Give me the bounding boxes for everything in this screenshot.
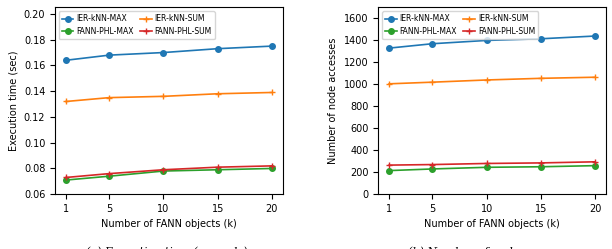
FANN-PHL-MAX (386, 169, 393, 172)
FANN-PHL-SUM (160, 168, 167, 171)
FANN-PHL-MAX (62, 179, 70, 182)
IER-kNN-SUM (591, 76, 599, 79)
IER-kNN-MAX (106, 54, 113, 57)
FANN-PHL-MAX (537, 165, 545, 168)
IER-kNN-MAX (591, 35, 599, 38)
FANN-PHL-MAX (591, 164, 599, 167)
Line: FANN-PHL-SUM: FANN-PHL-SUM (386, 159, 598, 168)
Line: IER-kNN-SUM: IER-kNN-SUM (63, 90, 275, 104)
FANN-PHL-SUM (483, 162, 490, 165)
FANN-PHL-SUM (106, 172, 113, 175)
FANN-PHL-SUM (62, 176, 70, 179)
FANN-PHL-SUM (214, 166, 222, 169)
FANN-PHL-MAX (429, 168, 436, 171)
IER-kNN-MAX (429, 42, 436, 45)
FANN-PHL-SUM (537, 161, 545, 164)
Line: IER-kNN-MAX: IER-kNN-MAX (386, 33, 598, 51)
IER-kNN-MAX (268, 45, 275, 48)
IER-kNN-SUM (268, 91, 275, 94)
IER-kNN-SUM (483, 78, 490, 81)
IER-kNN-SUM (106, 96, 113, 99)
Y-axis label: Execution time (sec): Execution time (sec) (9, 51, 18, 151)
FANN-PHL-SUM (386, 164, 393, 167)
IER-kNN-MAX (214, 47, 222, 50)
X-axis label: Number of FANN objects (k): Number of FANN objects (k) (424, 220, 560, 230)
FANN-PHL-MAX (160, 170, 167, 173)
Line: IER-kNN-SUM: IER-kNN-SUM (386, 74, 598, 87)
Line: FANN-PHL-SUM: FANN-PHL-SUM (63, 163, 275, 180)
X-axis label: Number of FANN objects (k): Number of FANN objects (k) (101, 220, 237, 230)
IER-kNN-SUM (537, 77, 545, 80)
IER-kNN-MAX (62, 59, 70, 62)
Text: (a) Execution time (seconds).: (a) Execution time (seconds). (86, 247, 252, 249)
Line: FANN-PHL-MAX: FANN-PHL-MAX (63, 166, 275, 183)
IER-kNN-SUM (386, 82, 393, 85)
Line: IER-kNN-MAX: IER-kNN-MAX (63, 43, 275, 63)
Text: (b) Number of node accesses.: (b) Number of node accesses. (408, 247, 576, 249)
FANN-PHL-MAX (106, 175, 113, 178)
IER-kNN-MAX (537, 37, 545, 40)
FANN-PHL-SUM (429, 163, 436, 166)
IER-kNN-MAX (160, 51, 167, 54)
Legend: IER-kNN-MAX, FANN-PHL-MAX, IER-kNN-SUM, FANN-PHL-SUM: IER-kNN-MAX, FANN-PHL-MAX, IER-kNN-SUM, … (382, 11, 538, 39)
Legend: IER-kNN-MAX, FANN-PHL-MAX, IER-kNN-SUM, FANN-PHL-SUM: IER-kNN-MAX, FANN-PHL-MAX, IER-kNN-SUM, … (59, 11, 215, 39)
FANN-PHL-MAX (214, 168, 222, 171)
Y-axis label: Number of node accesses: Number of node accesses (329, 38, 338, 164)
FANN-PHL-MAX (268, 167, 275, 170)
FANN-PHL-SUM (268, 164, 275, 167)
IER-kNN-MAX (483, 39, 490, 42)
IER-kNN-SUM (429, 81, 436, 84)
IER-kNN-SUM (214, 92, 222, 95)
Line: FANN-PHL-MAX: FANN-PHL-MAX (386, 163, 598, 173)
IER-kNN-SUM (160, 95, 167, 98)
FANN-PHL-MAX (483, 166, 490, 169)
IER-kNN-SUM (62, 100, 70, 103)
FANN-PHL-SUM (591, 160, 599, 163)
IER-kNN-MAX (386, 47, 393, 50)
